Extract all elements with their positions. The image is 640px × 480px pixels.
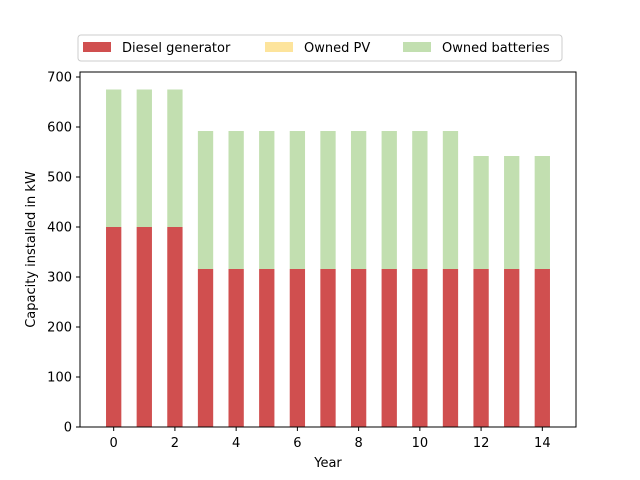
bar-diesel-generator-year-0 [106,227,122,427]
bar-diesel-generator-year-4 [228,269,244,427]
x-tick-label: 4 [232,436,240,451]
bar-owned-batteries-year-6 [289,131,306,269]
bar-diesel-generator-year-13 [504,269,520,427]
legend-box [77,34,563,62]
y-tick-label: 700 [47,71,72,86]
bar-diesel-generator-year-9 [381,269,397,427]
bar-diesel-generator-year-1 [136,227,152,427]
bar-diesel-generator-year-12 [473,269,489,427]
bar-owned-batteries-year-3 [197,131,214,269]
y-tick-label: 500 [47,171,72,186]
bar-diesel-generator-year-7 [320,269,336,427]
bar-diesel-generator-year-5 [259,269,275,427]
bar-diesel-generator-year-3 [197,269,214,427]
bar-owned-batteries-year-2 [167,89,183,227]
y-tick-label: 200 [47,321,72,336]
x-tick-label: 2 [171,436,179,451]
legend-swatch-diesel-generator [83,42,111,52]
x-tick-label: 14 [534,436,551,451]
bar-diesel-generator-year-2 [167,227,183,427]
bar-owned-batteries-year-5 [259,131,275,269]
legend-swatch-owned-pv [265,42,293,52]
bar-owned-batteries-year-1 [136,89,152,227]
bar-owned-batteries-year-10 [412,131,428,269]
y-tick-label: 400 [47,221,72,236]
legend-label-owned-batteries: Owned batteries [442,41,550,56]
bar-owned-batteries-year-0 [106,89,122,227]
bar-owned-batteries-year-14 [534,156,550,269]
y-tick-label: 600 [47,121,72,136]
y-tick-label: 300 [47,271,72,286]
y-tick-label: 100 [47,371,72,386]
bar-owned-batteries-year-13 [504,156,520,269]
x-tick-label: 8 [354,436,362,451]
bar-diesel-generator-year-14 [534,269,550,427]
y-axis-title: Capacity installed in kW [24,171,39,328]
bar-owned-batteries-year-11 [442,131,459,269]
y-tick-label: 0 [64,421,72,436]
x-tick-label: 10 [412,436,429,451]
x-tick-label: 0 [110,436,118,451]
x-axis-title: Year [313,456,342,471]
bars-layer [106,89,550,427]
legend-label-diesel-generator: Diesel generator [122,41,231,56]
legend: Diesel generator Owned PV Owned batteries [77,34,563,62]
legend-swatch-owned-batteries [403,42,431,52]
bar-diesel-generator-year-11 [442,269,459,427]
x-tick-label: 6 [293,436,301,451]
legend-label-owned-pv: Owned PV [304,41,370,56]
bar-owned-batteries-year-4 [228,131,244,269]
bar-owned-batteries-year-7 [320,131,336,269]
y-axis: 0 100 200 300 400 500 600 700 [47,71,80,436]
bar-diesel-generator-year-10 [412,269,428,427]
bar-diesel-generator-year-6 [289,269,306,427]
bar-diesel-generator-year-8 [350,269,367,427]
bar-owned-batteries-year-8 [350,131,367,269]
bar-owned-batteries-year-12 [473,156,489,269]
x-axis: 0 2 4 6 8 10 12 14 [110,427,551,451]
bar-owned-batteries-year-9 [381,131,397,269]
x-tick-label: 12 [473,436,490,451]
plot-frame [79,71,577,428]
